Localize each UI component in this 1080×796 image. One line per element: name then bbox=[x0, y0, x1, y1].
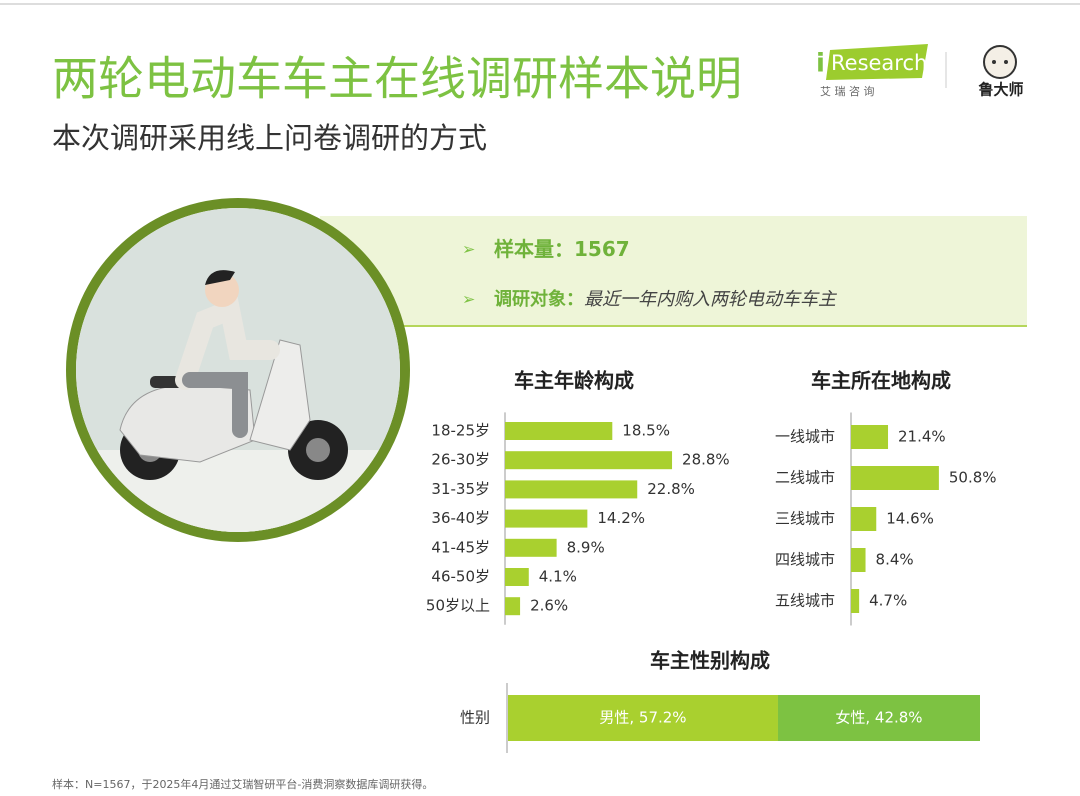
bar bbox=[505, 538, 557, 557]
bar bbox=[851, 425, 889, 449]
bar bbox=[505, 568, 529, 586]
value-label: 8.9% bbox=[567, 538, 605, 556]
value-label: 22.8% bbox=[647, 480, 695, 498]
illustration bbox=[66, 198, 410, 542]
category-label: 一线城市 bbox=[775, 428, 835, 446]
logo-eye bbox=[992, 60, 996, 64]
value-label: 28.8% bbox=[682, 451, 730, 469]
value-label: 4.1% bbox=[539, 568, 577, 586]
value-label: 4.7% bbox=[869, 592, 907, 610]
bar bbox=[505, 597, 521, 616]
category-label: 五线城市 bbox=[775, 592, 835, 610]
value-label: 50.8% bbox=[949, 469, 997, 487]
category-label: 50岁以上 bbox=[426, 597, 490, 615]
bar bbox=[851, 548, 866, 572]
bar bbox=[505, 480, 638, 499]
category-label: 26-30岁 bbox=[431, 451, 490, 469]
target-label: 调研对象： bbox=[494, 288, 584, 310]
logo-cn: 艾 瑞 咨 询 bbox=[820, 84, 875, 98]
segment-label: 女性, 42.8% bbox=[835, 709, 922, 727]
value-label: 18.5% bbox=[622, 422, 670, 440]
chart-title: 车主年龄构成 bbox=[514, 369, 634, 393]
category-label: 36-40岁 bbox=[431, 509, 490, 527]
value-label: 14.2% bbox=[597, 509, 645, 527]
target-value: 最近一年内购入两轮电动车车主 bbox=[584, 289, 838, 310]
category-label: 41-45岁 bbox=[431, 538, 490, 556]
value-label: 14.6% bbox=[886, 510, 934, 528]
bar bbox=[505, 422, 613, 440]
iresearch-logo: i Research 艾 瑞 咨 询 bbox=[816, 44, 928, 98]
logo-word: Research bbox=[831, 51, 927, 75]
bar bbox=[851, 466, 939, 490]
subtitle: 本次调研采用线上问卷调研的方式 bbox=[52, 121, 487, 155]
category-label: 31-35岁 bbox=[431, 480, 490, 498]
size-value: 1567 bbox=[574, 237, 630, 261]
logo-eye bbox=[1004, 60, 1008, 64]
bar bbox=[505, 509, 588, 528]
size-label: 样本量： bbox=[494, 237, 574, 261]
bullet: ➢ bbox=[462, 290, 475, 309]
info-size: 样本量：1567 bbox=[494, 237, 630, 261]
bullet: ➢ bbox=[462, 240, 475, 259]
value-label: 2.6% bbox=[530, 597, 568, 615]
category-label: 18-25岁 bbox=[431, 422, 490, 440]
info-target: 调研对象：最近一年内购入两轮电动车车主 bbox=[494, 288, 838, 310]
logo-bg bbox=[826, 44, 928, 80]
footnote: 样本：N=1567，于2025年4月通过艾瑞智研平台-消费洞察数据库调研获得。 bbox=[52, 777, 433, 791]
bar-segment bbox=[508, 695, 778, 741]
category-label: 性别 bbox=[460, 709, 490, 727]
segment-label: 男性, 57.2% bbox=[599, 709, 686, 727]
category-label: 46-50岁 bbox=[431, 568, 490, 586]
bar bbox=[851, 507, 877, 531]
info-box bbox=[320, 216, 1027, 326]
title: 两轮电动车车主在线调研样本说明 bbox=[52, 52, 742, 106]
hub bbox=[306, 438, 330, 462]
category-label: 四线城市 bbox=[775, 551, 835, 569]
rider-legs bbox=[182, 372, 248, 438]
bar bbox=[851, 589, 860, 613]
category-label: 二线城市 bbox=[775, 469, 835, 487]
bar-segment bbox=[777, 695, 980, 741]
bar bbox=[505, 451, 673, 470]
logo-i: i bbox=[816, 49, 825, 79]
logo-face bbox=[983, 45, 1017, 79]
category-label: 三线城市 bbox=[775, 510, 835, 528]
value-label: 21.4% bbox=[898, 428, 946, 446]
logo-text: 鲁大师 bbox=[978, 81, 1023, 99]
rider-torso bbox=[175, 296, 280, 390]
value-label: 8.4% bbox=[876, 551, 914, 569]
chart-title: 车主性别构成 bbox=[650, 649, 770, 673]
ludashi-logo: 鲁大师 bbox=[978, 45, 1024, 99]
chart-title: 车主所在地构成 bbox=[811, 369, 951, 393]
rider-hair bbox=[205, 270, 235, 285]
